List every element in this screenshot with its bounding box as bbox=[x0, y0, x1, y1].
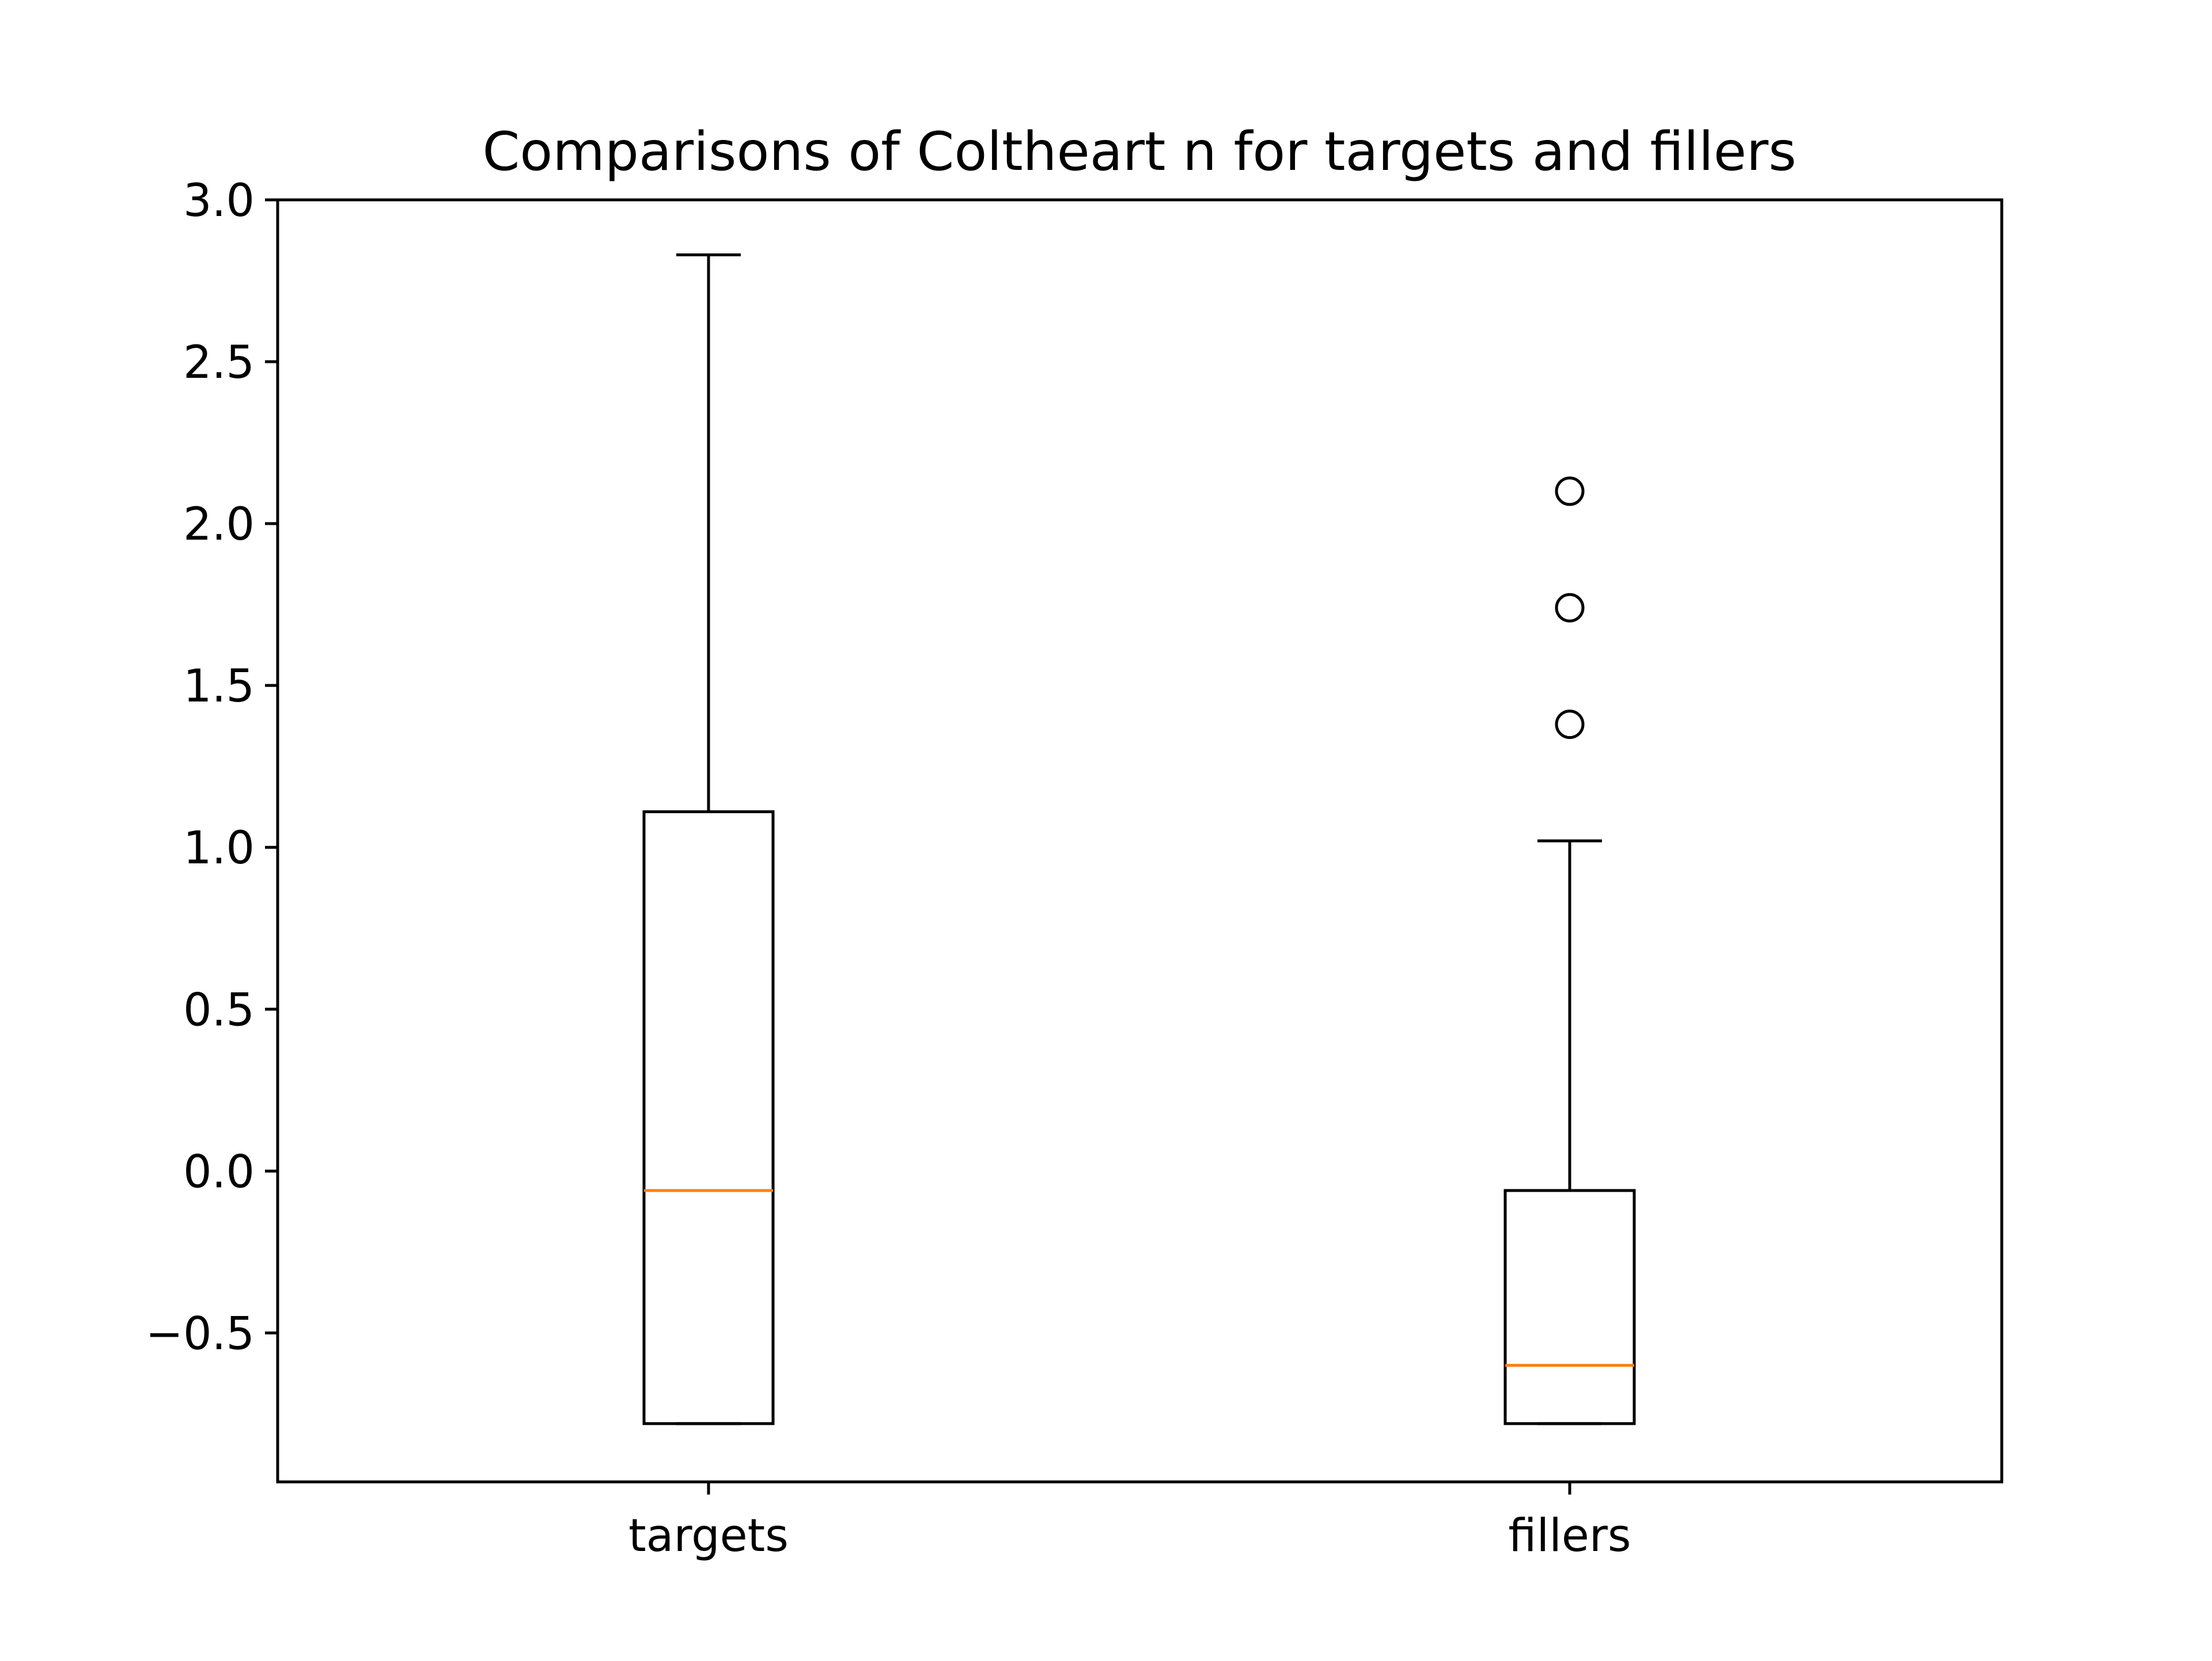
plot-area bbox=[642, 253, 1636, 1425]
outlier-point bbox=[1555, 710, 1585, 740]
box-group-fillers bbox=[1503, 476, 1636, 1425]
y-tick-label: 0.0 bbox=[183, 1146, 255, 1198]
y-tick-label: 0.5 bbox=[183, 984, 255, 1036]
y-tick-label: 2.0 bbox=[183, 499, 255, 551]
x-tick-label-targets: targets bbox=[628, 1510, 789, 1562]
box bbox=[1503, 1189, 1636, 1425]
axes-frame bbox=[276, 198, 2003, 1484]
outlier-point bbox=[1555, 593, 1585, 623]
box bbox=[642, 810, 775, 1425]
box-group-targets bbox=[642, 253, 775, 1425]
chart-title: Comparisons of Coltheart n for targets a… bbox=[483, 120, 1797, 183]
outlier-point bbox=[1555, 476, 1585, 506]
y-tick-label: 1.5 bbox=[183, 661, 255, 712]
y-tick-label: −0.5 bbox=[146, 1308, 255, 1360]
y-tick-label: 3.0 bbox=[183, 175, 255, 227]
x-tick-label-fillers: fillers bbox=[1508, 1510, 1631, 1562]
axes: 3.0 2.5 2.0 1.5 1.0 0.5 0.0 −0.5 targets fillers bbox=[146, 175, 2003, 1562]
y-tick-label: 2.5 bbox=[183, 337, 255, 389]
y-tick-label: 1.0 bbox=[183, 822, 255, 874]
